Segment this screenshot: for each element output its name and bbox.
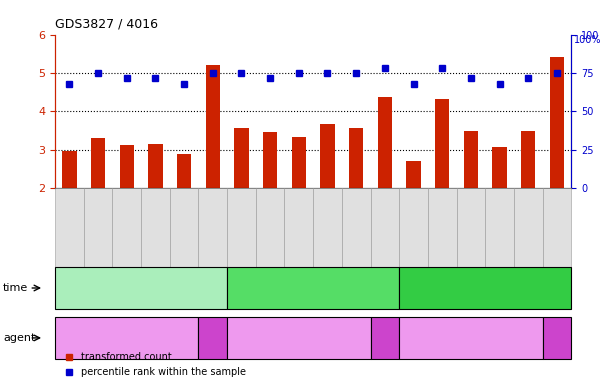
Bar <box>349 128 364 188</box>
Bar <box>62 151 76 188</box>
Text: saline: saline <box>541 333 573 343</box>
Bar <box>378 97 392 188</box>
Bar <box>492 147 507 188</box>
Text: pilocarpine: pilocarpine <box>98 333 156 343</box>
Bar <box>177 154 191 188</box>
Text: pilocarpine: pilocarpine <box>442 333 500 343</box>
Text: 3 days post-SE: 3 days post-SE <box>103 283 180 293</box>
Bar <box>320 124 335 188</box>
Text: agent: agent <box>3 333 35 343</box>
Text: pilocarpine: pilocarpine <box>269 333 328 343</box>
Bar <box>291 137 306 188</box>
Bar <box>550 57 564 188</box>
Bar <box>521 131 535 188</box>
Legend: transformed count, percentile rank within the sample: transformed count, percentile rank withi… <box>60 348 250 381</box>
Bar <box>263 132 277 188</box>
Text: saline: saline <box>370 333 400 343</box>
Bar <box>91 138 105 188</box>
Bar <box>406 161 421 188</box>
Text: GDS3827 / 4016: GDS3827 / 4016 <box>55 18 158 31</box>
Bar <box>148 144 163 188</box>
Text: saline: saline <box>197 333 228 343</box>
Bar <box>205 65 220 188</box>
Bar <box>464 131 478 188</box>
Text: 7 days post-SE: 7 days post-SE <box>274 283 352 293</box>
Bar <box>120 145 134 188</box>
Bar <box>234 128 249 188</box>
Text: 100%: 100% <box>574 35 602 45</box>
Text: time: time <box>3 283 28 293</box>
Text: immediate: immediate <box>457 283 513 293</box>
Bar <box>435 99 449 188</box>
